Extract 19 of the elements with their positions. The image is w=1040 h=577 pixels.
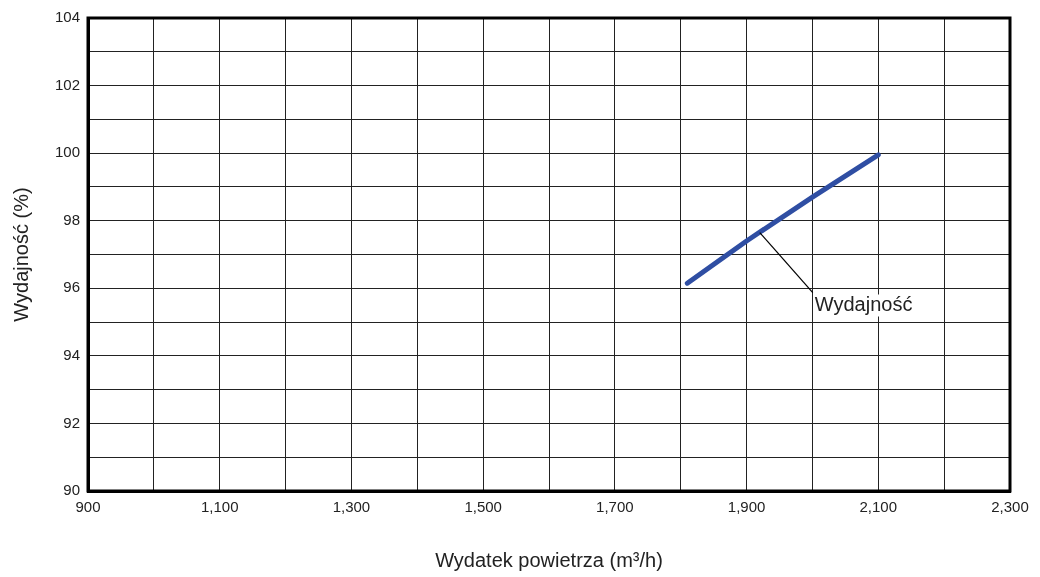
x-axis-title: Wydatek powietrza (m³/h) xyxy=(435,548,663,571)
annotation: Wydajność xyxy=(814,293,913,316)
y-tick-label: 104 xyxy=(54,8,80,26)
y-tick-label: 102 xyxy=(54,75,80,93)
x-tick-label: 1,500 xyxy=(464,498,502,516)
y-tick-label: 100 xyxy=(54,143,80,161)
y-tick-label: 92 xyxy=(63,413,80,431)
y-tick-label: 90 xyxy=(63,481,80,499)
x-tick-label: 1,300 xyxy=(332,498,371,516)
x-tick-label: 1,700 xyxy=(596,498,634,516)
x-tick-label: 1,900 xyxy=(727,498,766,516)
x-tick-label: 1,100 xyxy=(200,498,239,516)
x-tick-label: 900 xyxy=(75,498,101,516)
x-tick-label: 2,100 xyxy=(859,498,898,516)
y-tick-label: 98 xyxy=(63,210,80,228)
y-tick-label: 96 xyxy=(63,278,80,296)
y-axis-title: Wydajność (%) xyxy=(9,187,32,322)
x-tick-label: 2,300 xyxy=(991,498,1029,516)
y-tick-label: 94 xyxy=(63,346,80,363)
